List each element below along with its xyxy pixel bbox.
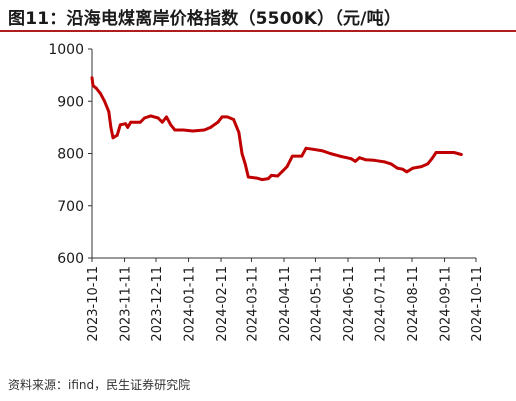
x-axis-ticks: 2023-10-11 2023-11-11 2023-12-11 2024-01-11… [86,258,485,342]
data-point [118,123,122,127]
series-layer [90,76,463,182]
chart-title: 图11：沿海电煤离岸价格指数（5500K）（元/吨） [8,9,402,29]
data-point [411,166,415,170]
y-axis-ticks: 600 700 800 900 1000 [48,42,92,267]
data-point [452,151,456,154]
data-point [280,170,284,174]
data-point [276,174,280,178]
data-point [383,160,387,164]
data-point [300,154,304,158]
x-tick-label: 2023-10-11 [86,266,101,342]
data-point [169,123,173,127]
data-point [270,174,273,177]
x-tick-label: 2024-10-11 [470,266,485,342]
data-point [129,120,133,124]
data-point [232,118,236,121]
data-point [246,175,250,179]
x-tick-label: 2024-08-11 [406,266,421,342]
data-point [209,126,213,129]
data-point [111,136,115,140]
data-point [328,152,332,155]
data-point [143,116,146,120]
data-point [202,128,206,132]
x-tick-label: 2024-02-11 [215,266,230,342]
y-tick-label: 700 [57,199,84,215]
data-point [401,167,404,171]
chart-axes [91,49,476,259]
data-point [216,120,220,124]
data-point [372,158,376,162]
x-tick-label: 2024-01-11 [183,266,198,342]
data-point [91,84,95,87]
data-point [115,133,119,137]
data-point [99,92,102,95]
data-point [109,126,113,129]
data-point [420,165,423,169]
data-point [181,128,185,132]
title-underline [0,30,516,32]
x-tick-label: 2024-03-11 [245,266,260,342]
data-point [260,178,264,182]
data-point [353,159,357,163]
data-point [237,131,241,135]
data-point [426,162,430,166]
data-point [225,115,229,119]
data-point [138,120,142,124]
x-tick-label: 2023-12-11 [150,266,165,342]
data-point [459,153,463,156]
data-point [124,122,127,126]
data-point [430,157,434,161]
x-tick-label: 2024-09-11 [439,266,454,342]
data-point [220,115,224,119]
data-point [156,116,160,120]
data-point [395,166,399,170]
data-point [434,151,438,154]
data-point [255,176,259,180]
data-point [160,120,164,124]
data-point [285,165,289,169]
data-point [149,114,153,118]
data-point [107,110,111,114]
data-point [173,128,177,132]
data-point [338,154,341,158]
data-point [349,157,353,161]
data-point [389,162,393,166]
data-point [191,129,195,133]
data-point [126,126,130,129]
data-point [165,115,168,119]
x-tick-label: 2024-06-11 [342,266,357,342]
data-point [364,158,368,162]
data-point [243,162,247,166]
data-point [240,152,244,155]
data-point [321,149,325,153]
data-point [358,156,361,160]
data-point [103,99,106,103]
x-tick-label: 2024-04-11 [278,266,293,342]
y-tick-label: 600 [57,251,84,267]
data-point [291,154,294,158]
data-point [94,86,98,90]
x-tick-label: 2024-05-11 [309,266,324,342]
data-point [90,76,94,80]
data-point [445,151,448,154]
data-point [304,146,308,150]
x-tick-label: 2023-11-11 [119,266,134,342]
x-tick-label: 2024-07-11 [373,266,388,342]
y-tick-label: 800 [57,147,84,163]
y-tick-label: 900 [57,94,84,110]
series-line-0 [90,76,463,182]
data-point [266,177,270,181]
data-point [405,170,409,174]
y-tick-label: 1000 [48,42,84,58]
source-note: 资料来源：ifind，民生证券研究院 [8,378,191,392]
data-point [312,147,315,151]
